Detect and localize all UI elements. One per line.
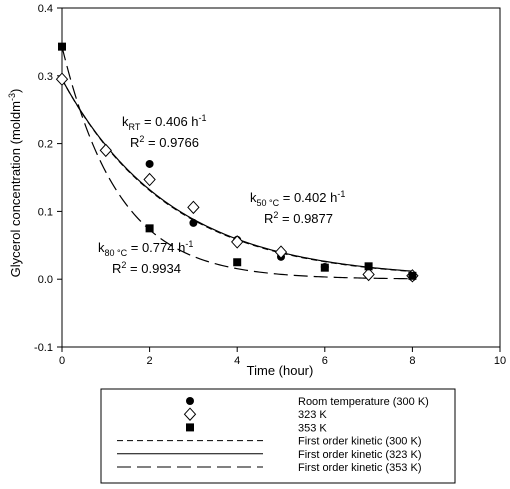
data-point — [233, 258, 242, 267]
legend-label: Room temperature (300 K) — [298, 396, 429, 408]
legend-label: First order kinetic (300 K) — [298, 436, 421, 448]
annotation-50c-r2: R2 = 0.9877 — [264, 210, 333, 226]
data-point — [187, 200, 200, 215]
annotation-50c-k: k50 °C = 0.402 h-1 — [250, 189, 345, 208]
x-tick-label: 10 — [494, 355, 506, 367]
y-tick-label: 0.1 — [38, 206, 53, 218]
y-axis-label: Glycerol concentration (moldm-3) — [7, 89, 23, 278]
data-point — [145, 159, 154, 168]
data-point — [58, 42, 66, 51]
legend-symbol — [186, 397, 194, 405]
legend-label: 323 K — [298, 409, 327, 421]
data-point — [143, 172, 156, 187]
axes: 0 2 4 6 8 10 -0.1 0.0 0.1 0.2 0.3 0.4 — [34, 3, 506, 367]
legend-label: 353 K — [298, 422, 327, 434]
data-point — [231, 235, 244, 249]
annotation-rt-k: kRT = 0.406 h-1 — [122, 113, 207, 132]
annotation-50c: k50 °C = 0.402 h-1 R2 = 0.9877 — [250, 189, 345, 226]
annotation-80c: k80 °C = 0.774 h-1 R2 = 0.9934 — [98, 239, 193, 276]
data-point — [408, 271, 417, 280]
annotation-rt: kRT = 0.406 h-1 R2 = 0.9766 — [122, 113, 207, 150]
data-point — [320, 263, 329, 272]
y-tick-label: 0.3 — [38, 71, 53, 83]
y-tick-label: -0.1 — [34, 342, 53, 354]
plot-frame — [61, 7, 501, 348]
data-markers — [55, 42, 419, 283]
x-axis-label: Time (hour) — [247, 363, 314, 378]
annotation-rt-r2: R2 = 0.9766 — [130, 134, 199, 150]
data-point — [274, 245, 288, 259]
data-point — [362, 267, 375, 282]
y-tick-label: 0.0 — [38, 274, 53, 286]
x-tick-label: 6 — [322, 355, 328, 367]
annotation-80c-r2: R2 = 0.9934 — [112, 260, 181, 276]
legend-label: First order kinetic (323 K) — [298, 449, 421, 461]
x-tick-label: 4 — [234, 355, 240, 367]
data-point — [189, 218, 198, 227]
x-tick-label: 0 — [59, 355, 65, 367]
fit-curve — [61, 46, 413, 280]
legend-label: First order kinetic (353 K) — [298, 462, 421, 474]
y-tick-label: 0.2 — [38, 139, 53, 151]
x-tick-label: 2 — [147, 355, 153, 367]
data-point — [99, 143, 112, 158]
x-tick-label: 8 — [409, 355, 415, 367]
annotation-80c-k: k80 °C = 0.774 h-1 — [98, 239, 193, 258]
legend-symbol — [186, 423, 194, 432]
data-point — [55, 72, 69, 86]
y-tick-label: 0.4 — [38, 3, 53, 15]
data-point — [364, 262, 373, 271]
data-point — [145, 224, 154, 233]
legend-symbol — [183, 407, 197, 421]
